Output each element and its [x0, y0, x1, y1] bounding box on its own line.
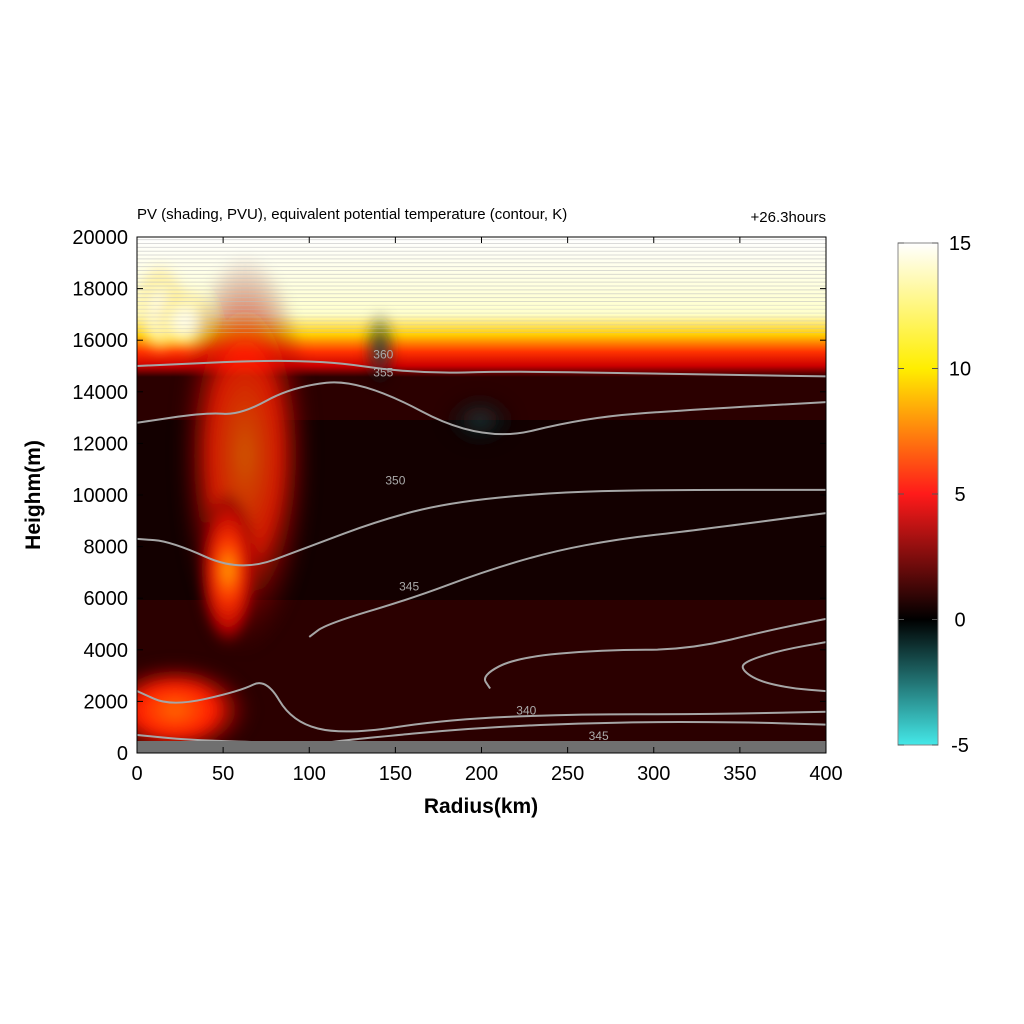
upper-contour-lines — [137, 239, 826, 333]
y-tick-label: 18000 — [72, 279, 128, 301]
contour-labels: 355 350 345 340 345 360 — [373, 347, 609, 743]
contour-340 — [137, 721, 826, 746]
y-tick-label: 16000 — [72, 330, 128, 352]
x-tick-label: 350 — [723, 763, 756, 785]
heatmap-plot-area: 355 350 345 340 345 360 — [137, 237, 826, 753]
y-tick-label: 6000 — [84, 588, 129, 610]
y-tick-label: 10000 — [72, 485, 128, 507]
colorbar — [897, 242, 939, 746]
y-tick-label: 20000 — [72, 227, 128, 249]
x-axis: 0 50 100 150 200 250 300 350 400 — [131, 237, 843, 785]
low-level-pv — [137, 660, 255, 753]
y-tick-label: 8000 — [84, 537, 129, 559]
y-axis: 0 2000 4000 6000 8000 10000 12000 14000 16000 180… — [72, 227, 826, 765]
x-tick-label: 400 — [809, 763, 842, 785]
contour-label: 345 — [399, 579, 419, 593]
contour-350 — [137, 381, 826, 436]
x-axis-title: Radius(km) — [424, 795, 538, 818]
theta-e-contours — [137, 359, 826, 746]
contour-345 — [308, 512, 826, 638]
y-axis-title: Heighm(m) — [22, 440, 45, 550]
colorbar-ticks: -5 0 5 10 15 — [898, 233, 971, 757]
contour-345 — [137, 488, 826, 567]
contour-340 — [483, 617, 826, 690]
y-tick-label: 2000 — [84, 691, 129, 713]
colorbar-tick-label: 5 — [954, 484, 965, 506]
colorbar-tick-label: -5 — [951, 735, 969, 757]
chart-title: PV (shading, PVU), equivalent potential … — [137, 206, 567, 223]
x-tick-label: 200 — [465, 763, 498, 785]
contour-345 — [137, 682, 826, 733]
colorbar-tick-label: 15 — [949, 233, 971, 255]
contour-label: 355 — [373, 365, 393, 379]
time-label: +26.3hours — [751, 209, 826, 226]
contour-label: 340 — [516, 703, 536, 717]
colorbar-tick-label: 0 — [954, 610, 965, 632]
contour-355 — [137, 359, 826, 378]
y-tick-label: 14000 — [72, 382, 128, 404]
x-tick-label: 100 — [293, 763, 326, 785]
x-tick-label: 300 — [637, 763, 670, 785]
y-tick-label: 4000 — [84, 640, 129, 662]
contour-340 — [741, 641, 826, 693]
x-tick-label: 150 — [379, 763, 412, 785]
pv-tower-core — [198, 490, 258, 650]
y-tick-label: 12000 — [72, 433, 128, 455]
negative-pv-patch — [440, 390, 520, 450]
contour-label: 345 — [589, 729, 609, 743]
x-tick-label: 0 — [131, 763, 142, 785]
x-tick-label: 250 — [551, 763, 584, 785]
contour-label: 360 — [373, 347, 393, 361]
colorbar-tick-label: 10 — [949, 359, 971, 381]
contour-label: 350 — [385, 474, 405, 488]
x-tick-label: 50 — [212, 763, 234, 785]
y-tick-label: 0 — [117, 743, 128, 765]
